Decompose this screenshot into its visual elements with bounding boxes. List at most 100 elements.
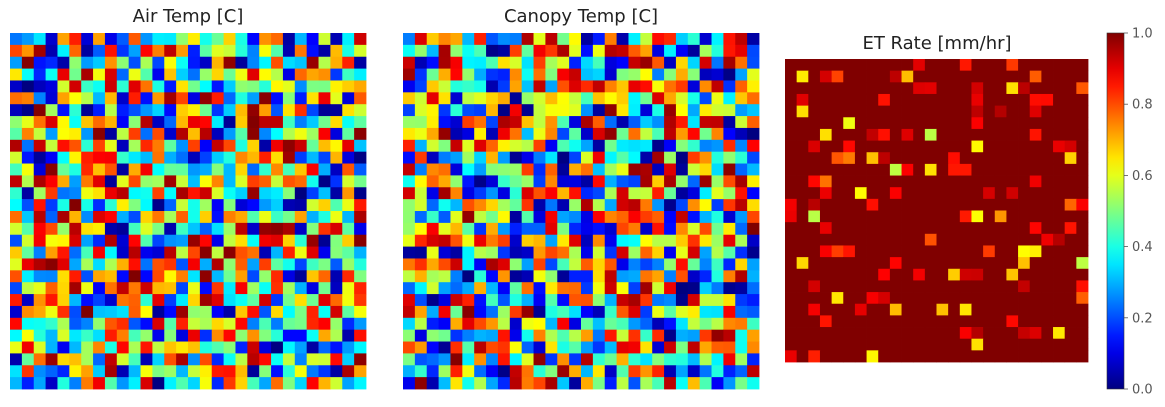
heatmap-cell (735, 187, 748, 200)
heatmap-cell (1018, 152, 1031, 165)
heatmap-cell (104, 187, 118, 200)
heatmap-cell (831, 105, 844, 118)
heatmap-cell (843, 327, 856, 340)
heatmap-cell (796, 198, 809, 211)
heatmap-cell (808, 117, 821, 130)
heatmap-cell (414, 294, 428, 307)
heatmap-cell (913, 245, 926, 258)
heatmap-cell (33, 246, 46, 259)
heatmap-cell (306, 187, 319, 200)
heatmap-cell (533, 353, 546, 366)
heatmap-cell (1064, 303, 1077, 316)
heatmap-cell (81, 234, 94, 247)
heatmap-cell (1041, 233, 1054, 246)
heatmap-cell (462, 116, 475, 129)
heatmap-cell (819, 257, 833, 270)
heatmap-cell (521, 377, 534, 390)
heatmap-cell (628, 80, 641, 93)
heatmap-cell (271, 305, 284, 319)
heatmap-cell (152, 163, 165, 176)
heatmap-cell (426, 365, 439, 378)
heatmap-cell (711, 282, 724, 295)
heatmap-cell (81, 329, 94, 342)
heatmap-cell (866, 152, 879, 165)
heatmap-cell (271, 151, 284, 164)
heatmap-cell (10, 270, 23, 283)
heatmap-cell (57, 234, 70, 247)
heatmap-cell (486, 33, 499, 46)
heatmap-cell (509, 365, 523, 378)
heatmap-cell (318, 104, 331, 117)
heatmap-cell (57, 341, 70, 354)
heatmap-cell (723, 163, 736, 176)
heatmap-cell (640, 270, 653, 283)
heatmap-cell (592, 151, 606, 164)
heatmap-cell (403, 33, 416, 46)
heatmap-cell (983, 70, 996, 83)
heatmap-cell (924, 303, 937, 316)
heatmap-cell (983, 338, 996, 351)
heatmap-cell (211, 211, 224, 224)
heatmap-cell (1041, 245, 1054, 258)
heatmap-cell (994, 338, 1007, 351)
heatmap-cell (592, 270, 606, 283)
heatmap-cell (735, 211, 748, 224)
heatmap-cell (294, 80, 308, 93)
heatmap-cell (259, 127, 272, 141)
heatmap-cell (438, 175, 451, 188)
heatmap-cell (545, 44, 558, 58)
heatmap-cell (664, 246, 677, 259)
heatmap-cell (294, 139, 308, 153)
heatmap-cell (569, 305, 582, 319)
heatmap-cell (294, 68, 308, 81)
heatmap-cell (994, 233, 1007, 246)
heatmap-cell (116, 377, 130, 390)
heatmap-cell (509, 80, 523, 93)
heatmap-cell (116, 222, 130, 236)
heatmap-cell (652, 199, 665, 212)
heatmap-cell (116, 234, 130, 247)
heatmap-cell (866, 105, 879, 118)
heatmap-cell (116, 211, 130, 224)
heatmap-cell (569, 234, 582, 247)
heatmap-cell (936, 350, 949, 363)
heatmap-cell (581, 377, 594, 390)
heatmap-cell (271, 80, 284, 93)
heatmap-cell (819, 163, 833, 176)
heatmap-cell (959, 93, 972, 107)
heatmap-cell (486, 187, 499, 200)
heatmap-cell (1029, 128, 1042, 141)
heatmap-cell (271, 258, 284, 271)
heatmap-cell (426, 329, 439, 342)
heatmap-cell (616, 365, 629, 378)
heatmap-cell (474, 353, 487, 366)
heatmap-cell (878, 175, 891, 188)
heatmap-cell (259, 116, 272, 129)
heatmap-cell (616, 199, 629, 212)
heatmap-cell (462, 80, 475, 93)
heatmap-cell (723, 175, 736, 188)
heatmap-cell (796, 257, 809, 270)
heatmap-cell (831, 187, 844, 200)
heatmap-cell (188, 222, 201, 236)
heatmap-cell (104, 222, 118, 236)
heatmap-cell (235, 305, 248, 319)
heatmap-cell (913, 187, 926, 200)
heatmap-cell (723, 151, 736, 164)
heatmap-cell (426, 353, 439, 366)
heatmap-cell (831, 222, 844, 235)
heatmap-cell (994, 327, 1007, 340)
heatmap-cell (330, 56, 343, 69)
heatmap-cell (640, 139, 653, 153)
heatmap-cell (188, 80, 201, 93)
heatmap-cell (699, 80, 712, 93)
heatmap-cell (699, 104, 712, 117)
heatmap-cell (994, 245, 1007, 258)
heatmap-cell (913, 128, 926, 141)
heatmap-cell (247, 294, 260, 307)
heatmap-cell (687, 127, 701, 141)
heatmap-cell (21, 365, 35, 378)
heatmap-cell (687, 365, 701, 378)
heatmap-cell (259, 258, 272, 271)
